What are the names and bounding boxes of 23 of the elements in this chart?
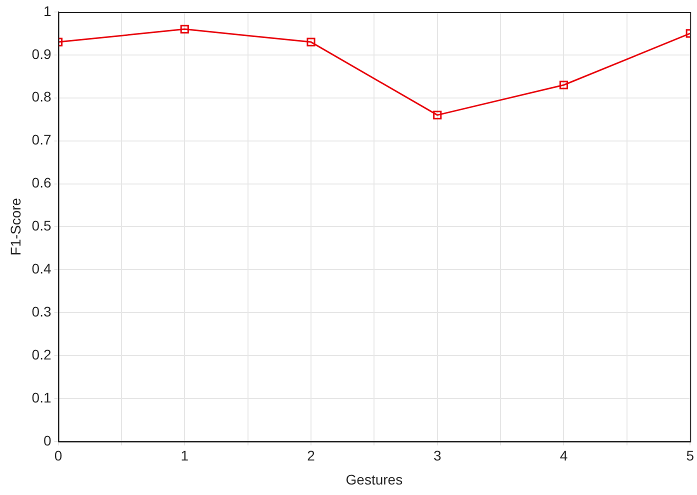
y-tick-label: 0.5 <box>32 218 52 234</box>
y-tick-label: 0.6 <box>32 174 52 191</box>
x-tick-label: 1 <box>180 448 189 464</box>
point <box>559 80 568 90</box>
x-axis-title: Gestures <box>346 471 403 488</box>
y-tick-label: 0 <box>43 432 52 448</box>
point <box>180 24 189 34</box>
x-tick-label: 4 <box>560 448 568 464</box>
x-tick-label: 2 <box>307 448 316 464</box>
y-tick-label: 0.4 <box>32 260 52 276</box>
y-tick-label: 0.3 <box>32 303 52 320</box>
y-tick-label: 1 <box>43 2 52 19</box>
y-tick-label: 0.8 <box>32 88 52 105</box>
point <box>306 38 316 46</box>
x-tick-label: 0 <box>54 448 62 464</box>
point <box>433 110 442 120</box>
x-tick-label: 3 <box>433 448 442 464</box>
y-tick-label: 0.7 <box>32 132 52 148</box>
y-tick-label: 0.1 <box>32 389 52 406</box>
y-axis-title: F1-Score <box>7 198 24 256</box>
y-tick-label: 0.2 <box>32 346 52 362</box>
x-tick-label: 5 <box>686 448 694 464</box>
y-tick-label: 0.9 <box>32 46 52 62</box>
